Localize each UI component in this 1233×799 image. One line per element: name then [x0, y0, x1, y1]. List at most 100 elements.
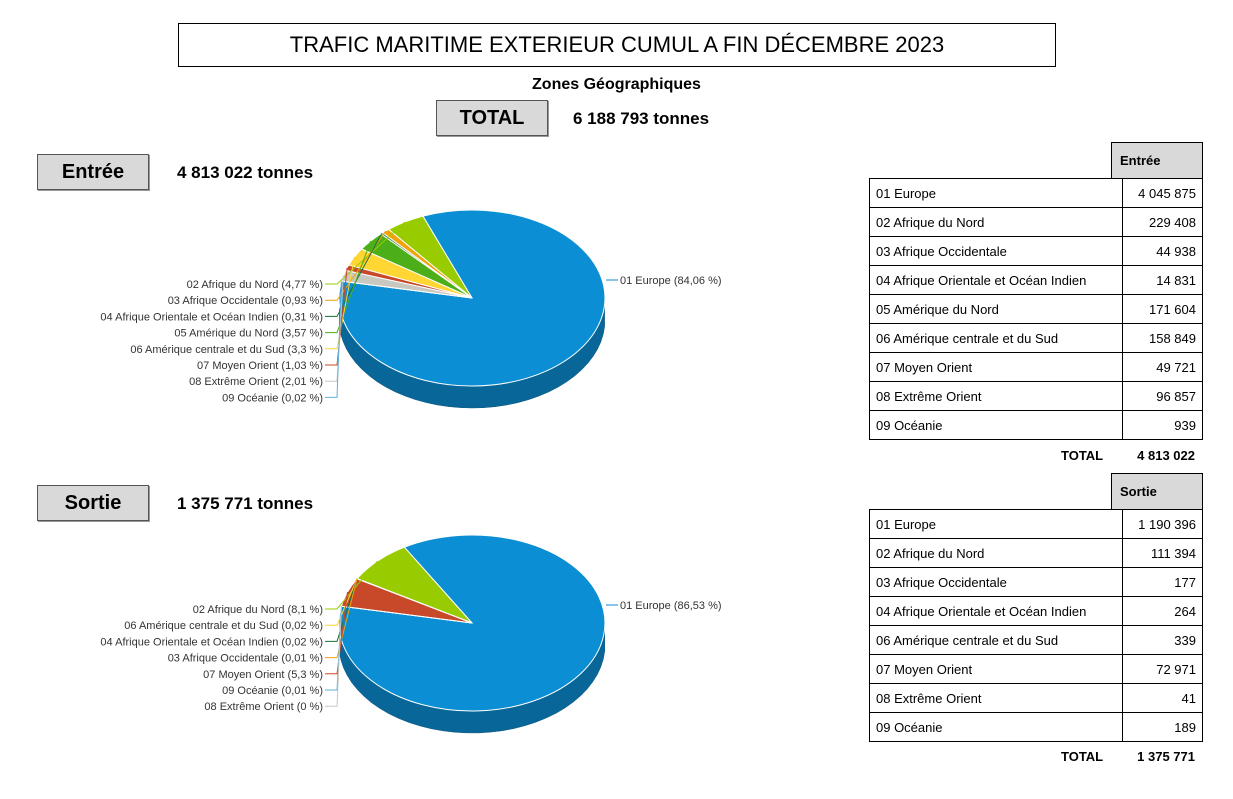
table-row: 06 Amérique centrale et du Sud 158 849 [869, 323, 1204, 353]
report-subtitle: Zones Géographiques [532, 76, 701, 93]
value-cell: 41 [1121, 683, 1204, 713]
table-row: 02 Afrique du Nord 111 394 [869, 538, 1204, 568]
zone-cell: 01 Europe [869, 178, 1123, 208]
zone-cell: 07 Moyen Orient [869, 654, 1123, 684]
slice-label: 08 Extrême Orient (2,01 %) [189, 376, 323, 388]
zone-cell: 08 Extrême Orient [869, 381, 1123, 411]
slice-label: 02 Afrique du Nord (4,77 %) [187, 279, 323, 291]
value-cell: 158 849 [1121, 323, 1204, 353]
entree-table-header: Entrée [1111, 142, 1203, 179]
label-leader [325, 578, 358, 659]
table-row: 06 Amérique centrale et du Sud 339 [869, 625, 1204, 655]
total-value: 6 188 793 tonnes [573, 109, 710, 128]
label-leader [325, 256, 355, 350]
value-cell: 49 721 [1121, 352, 1204, 382]
table-row: 03 Afrique Occidentale 177 [869, 567, 1204, 597]
value-cell: 1 190 396 [1121, 509, 1204, 539]
zone-cell: 08 Extrême Orient [869, 683, 1123, 713]
slice-label: 03 Afrique Occidentale (0,93 %) [168, 295, 323, 307]
zone-cell: 06 Amérique centrale et du Sud [869, 625, 1123, 655]
entree-label-box: Entrée [37, 154, 149, 190]
slice-label: 06 Amérique centrale et du Sud (3,3 %) [130, 344, 323, 356]
label-leader [325, 275, 344, 382]
slice-label: 04 Afrique Orientale et Océan Indien (0,… [100, 636, 323, 648]
sortie-table-total-value: 1 375 771 [1137, 749, 1195, 764]
value-cell: 229 408 [1121, 207, 1204, 237]
slice-label: 01 Europe (86,53 %) [620, 600, 722, 612]
zone-cell: 07 Moyen Orient [869, 352, 1123, 382]
sortie-table-header: Sortie [1111, 473, 1203, 510]
value-cell: 44 938 [1121, 236, 1204, 266]
sortie-pie-chart: 01 Europe (86,53 %) 02 Afrique du Nord (8… [100, 534, 722, 734]
zone-cell: 03 Afrique Occidentale [869, 236, 1123, 266]
table-row: 05 Amérique du Nord 171 604 [869, 294, 1204, 324]
table-row: 07 Moyen Orient 49 721 [869, 352, 1204, 382]
slice-label: 02 Afrique du Nord (8,1 %) [193, 604, 323, 616]
entree-table-total-label: TOTAL [1061, 448, 1104, 463]
sortie-label-box: Sortie [37, 485, 149, 521]
slice-label: 06 Amérique centrale et du Sud (0,02 %) [124, 620, 323, 632]
value-cell: 171 604 [1121, 294, 1204, 324]
table-row: 03 Afrique Occidentale 44 938 [869, 236, 1204, 266]
label-leader [325, 560, 379, 610]
sortie-table: 01 Europe 1 190 396 02 Afrique du Nord 111 … [869, 509, 1204, 742]
value-cell: 939 [1121, 410, 1204, 440]
value-cell: 96 857 [1121, 381, 1204, 411]
value-cell: 4 045 875 [1121, 178, 1204, 208]
label-leader [325, 230, 387, 301]
value-cell: 72 971 [1121, 654, 1204, 684]
slice-label: 08 Extrême Orient (0 %) [204, 701, 323, 713]
slice-label: 09 Océanie (0,02 %) [222, 392, 323, 404]
table-row: 04 Afrique Orientale et Océan Indien 264 [869, 596, 1204, 626]
table-row: 04 Afrique Orientale et Océan Indien 14 8… [869, 265, 1204, 295]
value-cell: 14 831 [1121, 265, 1204, 295]
report-title: TRAFIC MARITIME EXTERIEUR CUMUL A FIN DÉ… [178, 23, 1056, 67]
label-leader [325, 281, 342, 398]
slice-label: 05 Amérique du Nord (3,57 %) [174, 328, 323, 340]
zone-cell: 04 Afrique Orientale et Océan Indien [869, 596, 1123, 626]
entree-value: 4 813 022 tonnes [177, 163, 314, 182]
zone-cell: 02 Afrique du Nord [869, 207, 1123, 237]
value-cell: 189 [1121, 712, 1204, 742]
label-leader [325, 606, 342, 707]
value-cell: 264 [1121, 596, 1204, 626]
zone-cell: 09 Océanie [869, 712, 1123, 742]
entree-table: 01 Europe 4 045 875 02 Afrique du Nord 229 … [869, 178, 1204, 440]
value-cell: 177 [1121, 567, 1204, 597]
entree-table-total-value: 4 813 022 [1137, 448, 1195, 463]
label-leader [325, 221, 406, 285]
table-row: 07 Moyen Orient 72 971 [869, 654, 1204, 684]
slice-label: 07 Moyen Orient (1,03 %) [197, 360, 323, 372]
label-leader [325, 267, 348, 366]
slice-label: 04 Afrique Orientale et Océan Indien (0,… [100, 311, 323, 323]
label-leader [325, 578, 358, 642]
zone-cell: 05 Amérique du Nord [869, 294, 1123, 324]
pie-slice [340, 280, 473, 299]
slice-label: 03 Afrique Occidentale (0,01 %) [168, 653, 323, 665]
label-leader [325, 240, 372, 334]
entree-pie-chart: 01 Europe (84,06 %) 02 Afrique du Nord (4… [100, 209, 722, 409]
zone-cell: 06 Amérique centrale et du Sud [869, 323, 1123, 353]
table-row: 09 Océanie 939 [869, 410, 1204, 440]
total-label-box: TOTAL [436, 100, 548, 136]
sortie-value: 1 375 771 tonnes [177, 494, 314, 513]
label-leader [325, 578, 358, 626]
slice-label: 09 Océanie (0,01 %) [222, 685, 323, 697]
zone-cell: 04 Afrique Orientale et Océan Indien [869, 265, 1123, 295]
table-row: 01 Europe 1 190 396 [869, 509, 1204, 539]
zone-cell: 02 Afrique du Nord [869, 538, 1123, 568]
zone-cell: 01 Europe [869, 509, 1123, 539]
sortie-table-total-label: TOTAL [1061, 749, 1104, 764]
table-row: 02 Afrique du Nord 229 408 [869, 207, 1204, 237]
label-leader [325, 233, 383, 317]
zone-cell: 03 Afrique Occidentale [869, 567, 1123, 597]
table-row: 08 Extrême Orient 96 857 [869, 381, 1204, 411]
label-leader [325, 592, 348, 675]
value-cell: 111 394 [1121, 538, 1204, 568]
value-cell: 339 [1121, 625, 1204, 655]
zone-cell: 09 Océanie [869, 410, 1123, 440]
table-row: 01 Europe 4 045 875 [869, 178, 1204, 208]
table-row: 08 Extrême Orient 41 [869, 683, 1204, 713]
table-row: 09 Océanie 189 [869, 712, 1204, 742]
slice-label: 01 Europe (84,06 %) [620, 275, 722, 287]
